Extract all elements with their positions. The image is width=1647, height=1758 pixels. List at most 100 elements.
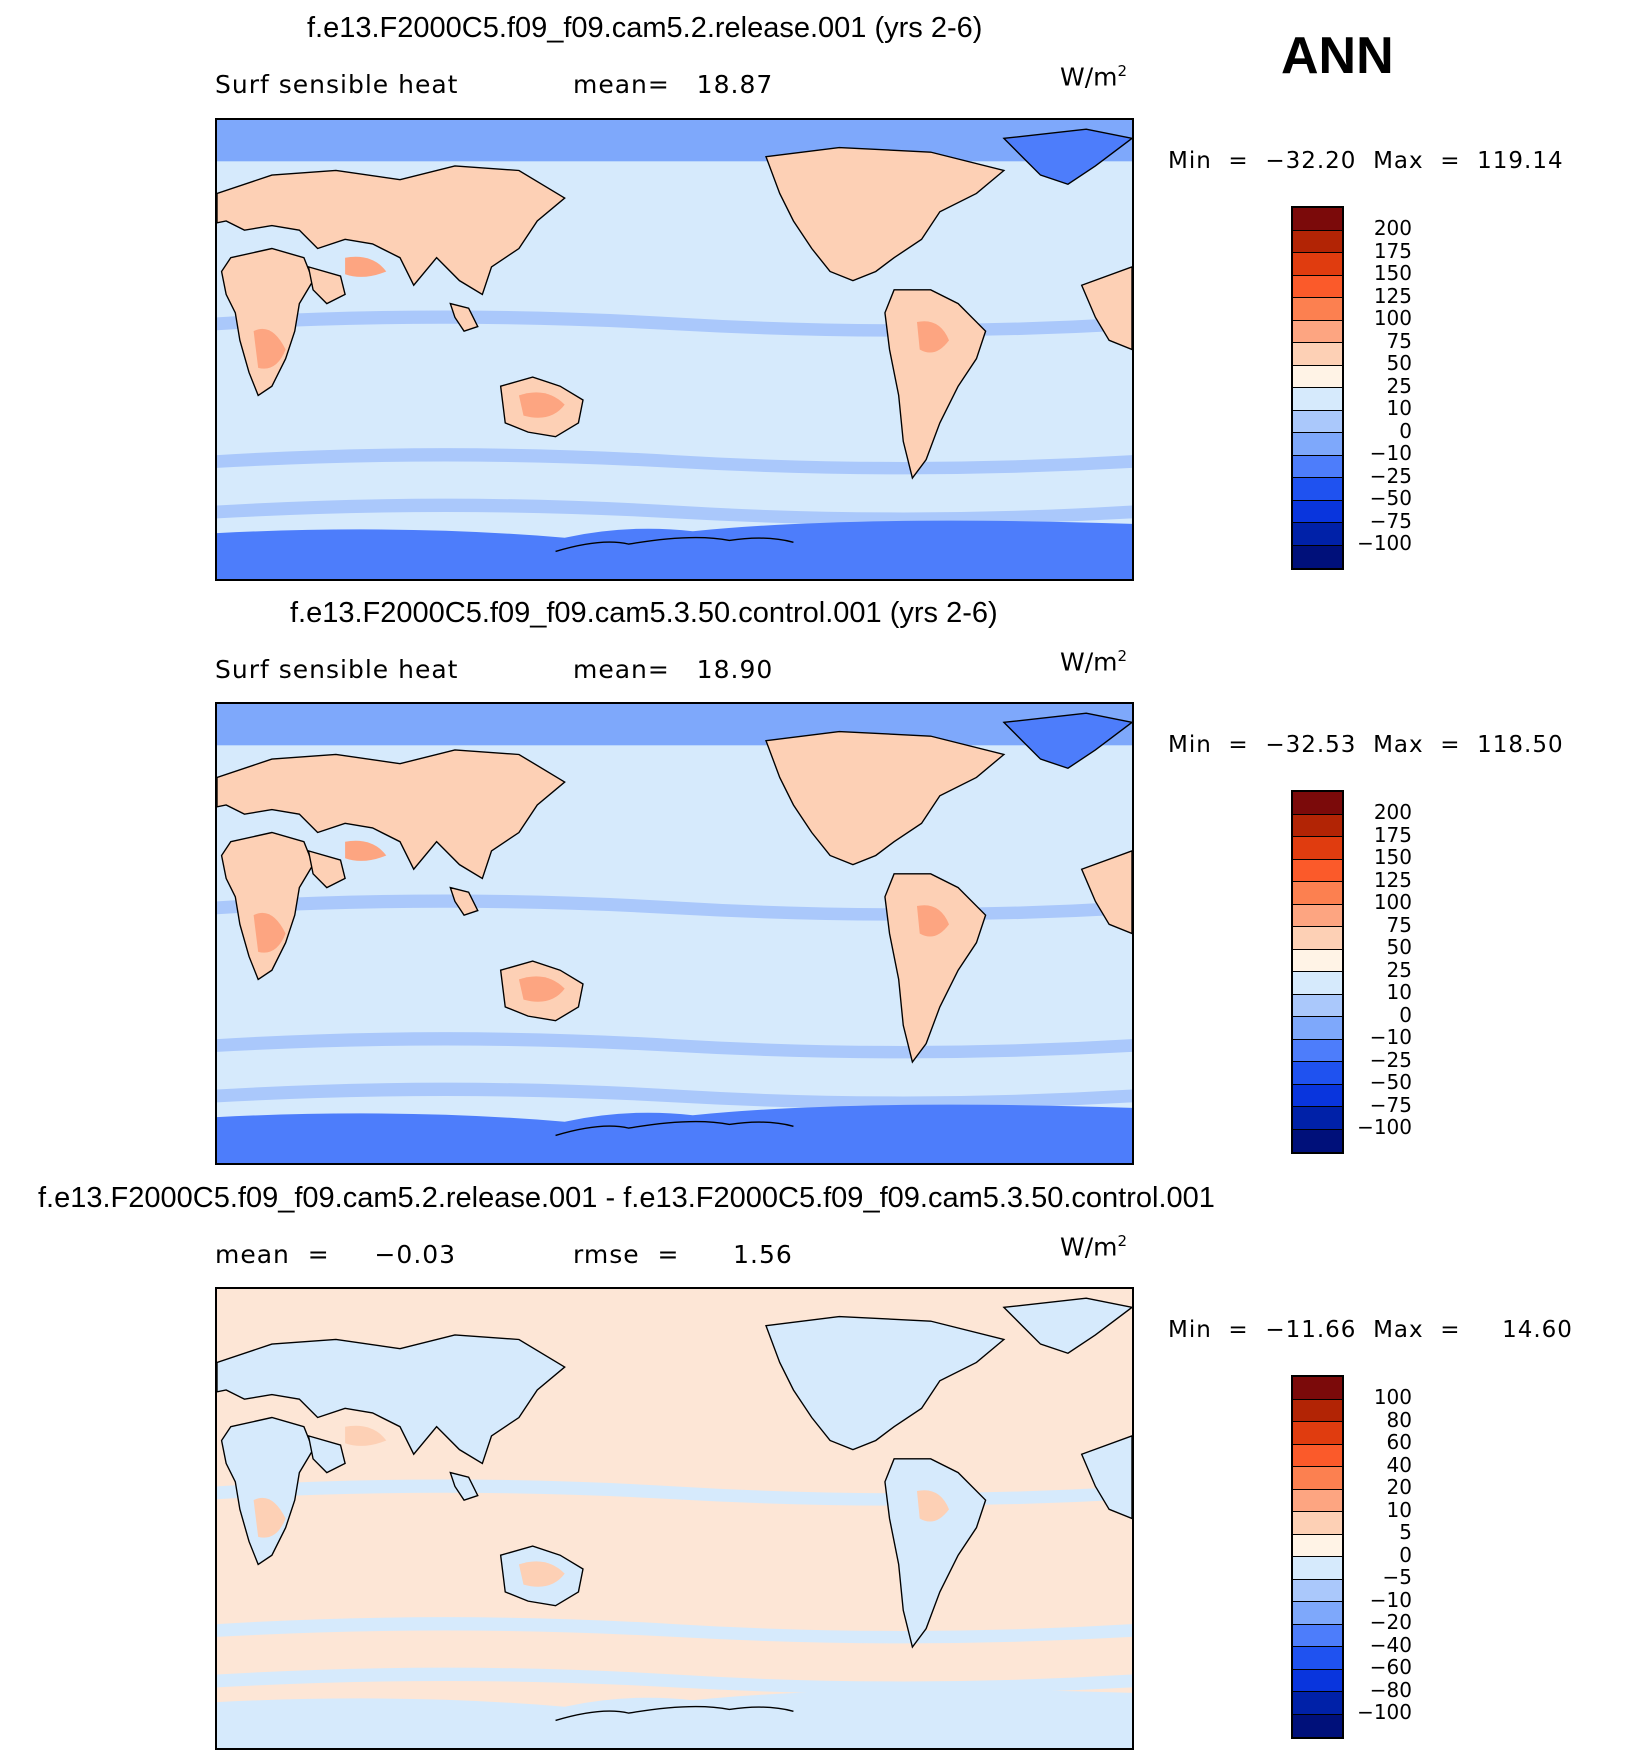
colorbar-level-label: −80: [1369, 1677, 1412, 1702]
colorbar-level-label: 10: [1386, 396, 1412, 420]
colorbar-level-label: −100: [1357, 1700, 1412, 1724]
colorbar-swatch: [1293, 410, 1342, 433]
colorbar-swatch: [1293, 1692, 1342, 1715]
colorbar-swatch: [1293, 275, 1342, 298]
colorbar-swatch: [1293, 1107, 1342, 1130]
samerica-shape: [884, 1458, 987, 1649]
colorbar-swatch: [1293, 1557, 1342, 1580]
colorbar-swatch: [1293, 1377, 1342, 1400]
colorbar-swatch: [1293, 433, 1342, 456]
subpolar-band-south: [217, 1667, 1132, 1694]
colorbar-level-label: −25: [1369, 463, 1412, 488]
colorbar-level-label: 80: [1386, 1407, 1412, 1432]
stat-mean: mean= 18.87: [573, 70, 774, 99]
panel-title: f.e13.F2000C5.f09_f09.cam5.2.release.001…: [38, 1182, 1215, 1214]
map-canvas: [217, 120, 1132, 579]
colorbar-level-label: −10: [1369, 441, 1412, 465]
colorbar-level-label: 0: [1399, 418, 1412, 443]
season-label: ANN: [1281, 27, 1394, 85]
colorbar-swatch: [1293, 1399, 1342, 1422]
stat-mean: mean = −0.03: [215, 1240, 457, 1269]
hotspot-2: [916, 321, 949, 353]
hotspot-3: [345, 840, 387, 861]
colorbar-level-label: 50: [1386, 935, 1412, 959]
colorbar-level-label: 60: [1386, 1430, 1412, 1454]
colorbar-swatch: [1293, 523, 1342, 546]
arabia-shape: [307, 265, 346, 305]
colorbar-level-label: −100: [1357, 531, 1412, 555]
namerica-shape: [765, 1315, 1006, 1451]
weurope-shape: [1080, 1435, 1132, 1520]
colorbar-swatch: [1293, 365, 1342, 388]
hotspot-3: [345, 1425, 387, 1446]
hotspot-1: [518, 1561, 565, 1587]
colorbar-level-label: −10: [1369, 1587, 1412, 1612]
seasia-shape: [449, 302, 479, 332]
colorbar-swatch: [1293, 1714, 1342, 1737]
arabia-shape: [307, 1434, 346, 1474]
colorbar-swatch: [1293, 1129, 1342, 1152]
colorbar-level-label: 100: [1373, 306, 1412, 330]
colorbar-swatch: [1293, 298, 1342, 321]
antarctica-coastline: [555, 536, 794, 553]
eurasia-shape: [217, 1334, 566, 1465]
colorbar-level-label: 175: [1373, 238, 1412, 263]
hotspot-1: [518, 976, 565, 1002]
samerica-shape: [884, 289, 987, 480]
eurasia-shape: [217, 165, 566, 296]
colorbar-level-label: 10: [1386, 1497, 1412, 1522]
weurope-shape: [1080, 266, 1132, 351]
samerica-shape: [884, 873, 987, 1064]
antarctic-field: [217, 1689, 1132, 1748]
variable-label: Surf sensible heat: [215, 70, 459, 99]
subpolar-band-south: [217, 498, 1132, 525]
map-canvas: [217, 1289, 1132, 1748]
colorbar-swatch: [1293, 792, 1342, 815]
colorbar-level-label: 100: [1373, 1385, 1412, 1409]
colorbar-swatch: [1293, 1602, 1342, 1625]
africa-shape: [220, 831, 314, 981]
hotspot-0: [253, 328, 286, 369]
colorbar-swatch: [1293, 1647, 1342, 1670]
colorbar-swatch: [1293, 1512, 1342, 1535]
africa-shape: [220, 1416, 314, 1566]
colorbar-level-label: 200: [1373, 216, 1412, 240]
units-base: W/m: [1060, 1232, 1118, 1262]
greenland-shape: [1002, 712, 1132, 770]
colorbar-level-label: 25: [1386, 957, 1412, 982]
colorbar-level-label: −75: [1369, 508, 1412, 533]
colorbar-swatch: [1293, 994, 1342, 1017]
hotspot-2: [916, 1490, 949, 1522]
units-base: W/m: [1060, 62, 1118, 92]
colorbar-level-label: −5: [1382, 1565, 1412, 1589]
colorbar-swatch: [1293, 343, 1342, 366]
antarctica-coastline: [555, 1120, 794, 1137]
colorbar-level-label: 0: [1399, 1002, 1412, 1027]
colorbar: [1291, 790, 1344, 1154]
colorbar-level-label: 10: [1386, 980, 1412, 1004]
colorbar-level-label: −10: [1369, 1025, 1412, 1049]
stat-rmse: rmse = 1.56: [573, 1240, 793, 1269]
colorbar-swatch: [1293, 882, 1342, 905]
storm-track-band-south: [217, 1032, 1132, 1059]
colorbar-swatch: [1293, 1444, 1342, 1467]
arctic-field: [217, 704, 1132, 746]
antarctica-coastline: [555, 1705, 794, 1722]
seasia-shape: [449, 1471, 479, 1501]
units-base: W/m: [1060, 647, 1118, 677]
antarctic-field: [217, 1104, 1132, 1163]
colorbar-swatch: [1293, 320, 1342, 343]
units-exponent: 2: [1117, 647, 1128, 665]
colorbar-swatch: [1293, 1084, 1342, 1107]
hotspot-3: [345, 256, 387, 277]
colorbar-level-label: 25: [1386, 373, 1412, 398]
namerica-shape: [765, 730, 1006, 866]
hotspot-1: [518, 392, 565, 418]
colorbar-swatch: [1293, 1669, 1342, 1692]
colorbar-swatch: [1293, 837, 1342, 860]
colorbar-swatch: [1293, 1489, 1342, 1512]
colorbar-swatch: [1293, 230, 1342, 253]
colorbar-swatch: [1293, 1039, 1342, 1062]
stat-mean: mean= 18.90: [573, 655, 774, 684]
colorbar: [1291, 206, 1344, 570]
